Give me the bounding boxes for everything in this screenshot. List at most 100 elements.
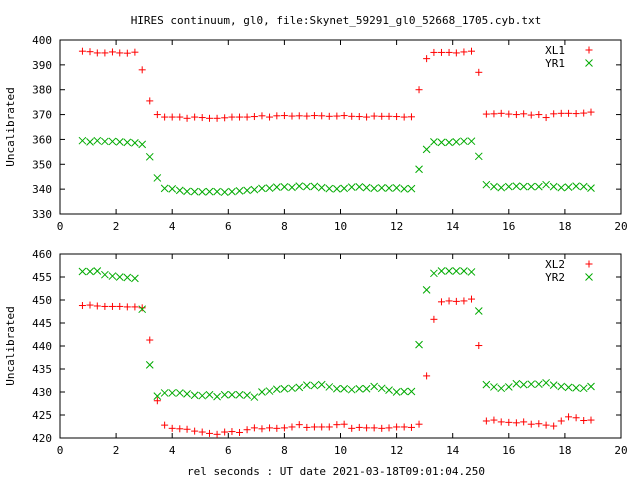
point-yr2-d2 (108, 272, 117, 280)
point-yr2-d2 (362, 384, 371, 393)
point-xl2 (228, 428, 236, 436)
legend-label-xl2: XL2 (545, 258, 565, 271)
point-yr1-d2 (445, 138, 453, 147)
x-tick-label: 8 (281, 444, 288, 457)
point-yr1 (504, 182, 513, 191)
point-xl1 (445, 48, 453, 56)
point-xl2 (550, 422, 558, 430)
y-tick-label: 360 (32, 133, 52, 146)
point-yr2-d2 (392, 388, 401, 396)
point-xl1 (108, 48, 116, 56)
point-xl2 (198, 428, 206, 436)
point-yr1-d2 (572, 182, 580, 191)
point-yr2 (430, 269, 438, 278)
point-yr2 (115, 273, 124, 281)
point-xl2 (415, 420, 423, 428)
point-xl1 (407, 113, 415, 121)
point-yr1-d2 (482, 180, 491, 189)
point-xl1 (400, 113, 408, 121)
point-yr1 (131, 139, 139, 147)
point-yr1-d2 (415, 165, 423, 174)
point-xl1 (288, 112, 296, 120)
y-tick-label: 420 (32, 432, 52, 445)
point-yr1-d2 (198, 188, 207, 196)
point-yr1-d2 (377, 184, 386, 192)
point-yr1-d2 (183, 187, 191, 196)
point-xl1 (430, 48, 438, 56)
point-yr2 (258, 388, 266, 396)
point-yr1 (392, 184, 401, 192)
x-tick-label: 16 (502, 220, 515, 233)
point-yr1 (86, 138, 94, 146)
point-xl1 (168, 113, 176, 121)
point-yr1 (385, 184, 393, 193)
point-yr1-d2 (138, 140, 147, 149)
point-yr2-d2 (355, 384, 364, 393)
point-yr1 (190, 187, 199, 196)
point-xl1 (550, 110, 558, 118)
y-tick-label: 430 (32, 386, 52, 399)
y-tick-label: 390 (32, 59, 52, 72)
point-yr1-d2 (190, 187, 199, 196)
point-yr1 (265, 184, 274, 193)
legend-label-xl1: XL1 (545, 44, 565, 57)
point-xl1 (191, 113, 199, 121)
point-xl2 (236, 428, 244, 436)
x-tick-label: 18 (558, 220, 571, 233)
point-xl2 (407, 423, 415, 431)
legend-marker-yr2-d2 (585, 273, 593, 281)
point-xl2 (191, 427, 199, 435)
point-yr1-d2 (228, 187, 236, 196)
point-xl2 (243, 426, 251, 434)
point-yr2 (131, 274, 139, 283)
point-xl1 (131, 48, 139, 56)
y-tick-label: 330 (32, 208, 52, 221)
point-yr1-d2 (272, 183, 281, 192)
point-yr2 (460, 267, 468, 275)
point-yr1 (138, 140, 147, 149)
legend-marker-yr1 (585, 59, 593, 67)
point-xl2 (340, 420, 348, 428)
point-yr2 (138, 305, 147, 314)
x-tick-label: 14 (446, 444, 460, 457)
point-yr2-d2 (407, 387, 416, 396)
point-yr2 (452, 267, 461, 275)
point-yr1 (168, 185, 177, 193)
point-yr1-d2 (220, 188, 229, 196)
point-xl1 (512, 111, 520, 119)
point-yr1 (272, 183, 281, 192)
point-yr2 (549, 381, 558, 389)
legend-label-yr1: YR1 (545, 57, 565, 70)
y-tick-label: 445 (32, 317, 52, 330)
point-yr1-d2 (86, 138, 94, 146)
point-xl1 (385, 112, 393, 120)
point-yr2-d2 (445, 267, 453, 275)
point-yr1 (542, 180, 550, 189)
point-xl1 (86, 48, 94, 56)
point-yr1-d2 (310, 182, 319, 191)
point-xl1 (206, 114, 214, 122)
point-yr2-d2 (228, 390, 236, 399)
point-yr2 (243, 391, 251, 400)
point-yr1 (370, 184, 379, 193)
point-yr1-d2 (340, 184, 349, 193)
point-yr2 (407, 387, 416, 396)
x-tick-label: 18 (558, 444, 571, 457)
point-yr1-d2 (549, 182, 558, 191)
point-yr2 (302, 381, 311, 389)
point-yr2-d2 (213, 392, 221, 401)
point-yr2-d2 (220, 390, 229, 399)
point-yr2 (265, 387, 274, 395)
point-yr2-d2 (415, 340, 423, 349)
point-xl2 (161, 421, 169, 429)
point-yr2-d2 (205, 390, 214, 399)
point-yr1 (519, 182, 528, 191)
point-xl2 (318, 423, 326, 431)
point-yr2 (527, 380, 536, 389)
point-yr1-d2 (175, 186, 184, 195)
point-yr2 (504, 383, 513, 391)
point-xl1 (467, 47, 475, 55)
point-yr2-d2 (579, 384, 588, 393)
point-xl1 (228, 113, 236, 121)
point-yr2-d2 (302, 381, 311, 389)
